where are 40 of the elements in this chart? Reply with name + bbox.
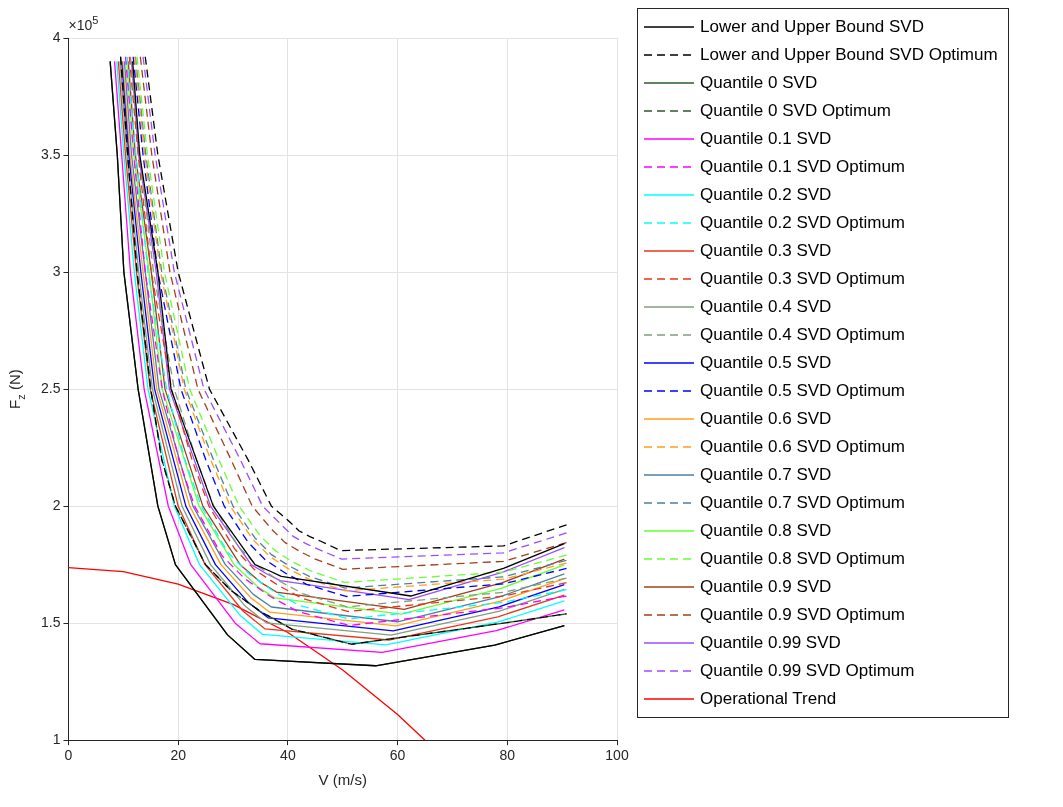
legend-label: Quantile 0 SVD Optimum	[700, 101, 891, 121]
y-tick-label: 2.5	[40, 379, 61, 396]
y-tick-label: 1	[52, 731, 61, 748]
legend-label: Quantile 0.99 SVD Optimum	[700, 661, 915, 681]
legend-label: Quantile 0.99 SVD	[700, 633, 841, 653]
x-tick-label: 60	[389, 747, 406, 764]
y-tick-label: 2	[52, 496, 61, 513]
y-tick-label: 1.5	[40, 614, 61, 631]
legend-label: Quantile 0.3 SVD Optimum	[700, 269, 906, 289]
x-tick-label: 40	[280, 747, 296, 764]
legend-label: Quantile 0.6 SVD Optimum	[700, 437, 906, 457]
legend-label: Quantile 0.7 SVD Optimum	[700, 493, 906, 513]
legend-label: Quantile 0.5 SVD Optimum	[700, 381, 906, 401]
y-tick-label: 3	[52, 262, 61, 279]
legend-label: Quantile 0.8 SVD	[700, 521, 832, 541]
legend-label: Quantile 0.4 SVD	[700, 297, 832, 317]
legend-label: Quantile 0 SVD	[700, 73, 818, 93]
x-tick-label: 80	[499, 747, 516, 764]
legend-label: Quantile 0.2 SVD	[700, 185, 832, 205]
x-tick-label: 0	[64, 747, 73, 764]
legend-label: Quantile 0.1 SVD Optimum	[700, 157, 906, 177]
legend-label: Quantile 0.4 SVD Optimum	[700, 325, 906, 345]
legend-label: Quantile 0.5 SVD	[700, 353, 832, 373]
y-tick-label: 4	[52, 28, 61, 45]
legend-label: Quantile 0.9 SVD Optimum	[700, 605, 906, 625]
legend-label: Quantile 0.1 SVD	[700, 129, 832, 149]
legend-label: Quantile 0.9 SVD	[700, 577, 832, 597]
legend-label: Quantile 0.7 SVD	[700, 465, 832, 485]
legend-label: Lower and Upper Bound SVD Optimum	[700, 45, 998, 65]
legend-label: Quantile 0.3 SVD	[700, 241, 832, 261]
y-tick-label: 3.5	[40, 145, 61, 162]
x-axis-title: V (m/s)	[318, 771, 367, 789]
x-tick-label: 100	[605, 747, 629, 764]
legend-label: Operational Trend	[700, 689, 837, 709]
legend-label: Quantile 0.8 SVD Optimum	[700, 549, 906, 569]
x-tick-label: 20	[170, 747, 187, 764]
legend-label: Lower and Upper Bound SVD	[700, 17, 924, 37]
y-axis-title: Fz (N)	[6, 369, 27, 409]
legend-label: Quantile 0.2 SVD Optimum	[700, 213, 906, 233]
legend-label: Quantile 0.6 SVD	[700, 409, 832, 429]
